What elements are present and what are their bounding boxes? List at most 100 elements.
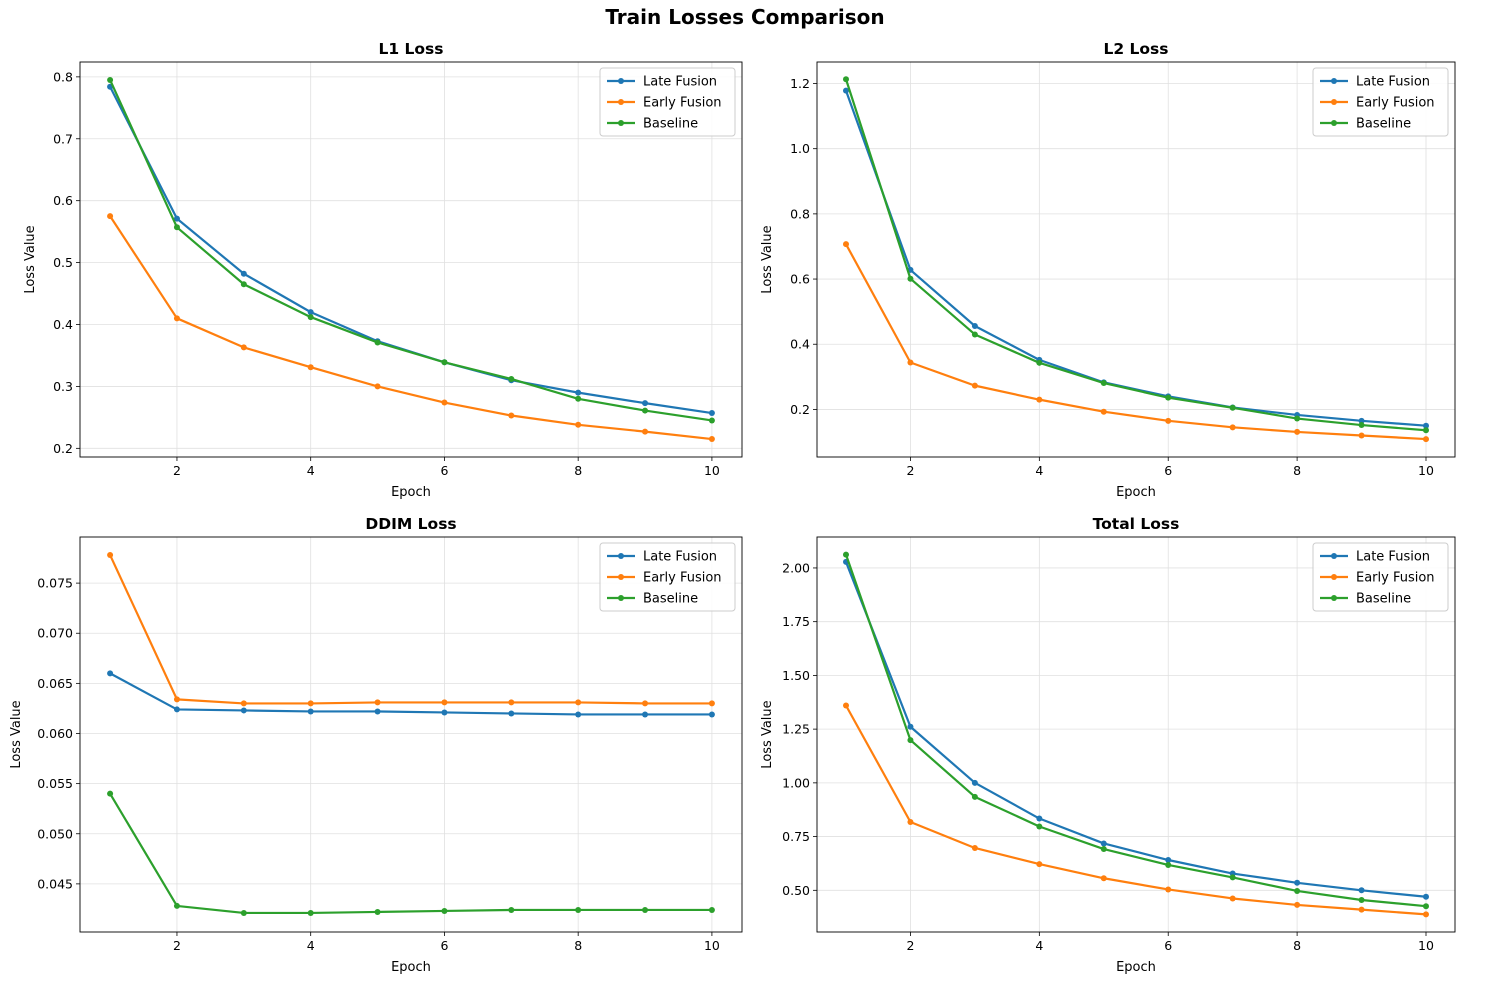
- chart-total-loss-ytick-label: 1.25: [782, 722, 810, 737]
- chart-l1-loss-series-baseline-point: [508, 375, 515, 382]
- chart-total-loss-series-baseline-point: [1100, 846, 1107, 853]
- chart-total-loss-series-late-fusion-point: [1358, 887, 1365, 894]
- chart-ddim-loss-series-early-fusion-point: [240, 700, 247, 707]
- chart-ddim-loss-series-early-fusion-point: [508, 699, 515, 706]
- chart-l2-loss-legend-box: [1312, 67, 1449, 137]
- chart-l1-loss-xtick-label: 8: [574, 463, 582, 478]
- chart-l1-loss-ytick-label: 0.3: [53, 379, 73, 394]
- chart-total-loss-series-baseline-point: [1036, 823, 1043, 830]
- chart-total-loss-legend-baseline-marker: [1331, 595, 1337, 601]
- chart-l2-loss-legend-early-fusion-label: Early Fusion: [1356, 96, 1435, 111]
- chart-l2-loss-ytick-label: 1.2: [790, 76, 810, 91]
- chart-l2-loss-legend-early-fusion-marker: [1331, 99, 1337, 105]
- chart-ddim-loss-series-early-fusion-point: [642, 700, 649, 707]
- chart-total-loss-series-baseline-point: [971, 793, 978, 800]
- chart-ddim-loss-series-late-fusion-point: [508, 710, 515, 717]
- chart-ddim-loss-series-late-fusion-point: [441, 709, 448, 716]
- chart-total-loss-ytick-label: 1.50: [782, 668, 810, 683]
- chart-ddim-loss-series-early-fusion-point: [374, 699, 381, 706]
- chart-l2-loss-series-baseline-point: [1423, 427, 1429, 434]
- chart-ddim-loss-legend-late-fusion-marker: [618, 553, 624, 559]
- chart-ddim-loss-series-baseline-point: [240, 909, 247, 916]
- chart-l2-loss-xtick-label: 4: [1035, 463, 1043, 478]
- chart-l1-loss-series-baseline-point: [575, 395, 582, 402]
- chart-l1-loss-legend-box: [599, 67, 736, 137]
- chart-total-loss-xtick-label: 10: [1418, 938, 1434, 953]
- chart-ddim-loss-series-baseline-point: [508, 906, 515, 913]
- chart-l1-loss-ytick-label: 0.5: [53, 255, 73, 270]
- chart-ddim-loss-ytick-label: 0.050: [37, 826, 73, 841]
- chart-l1-loss-ylabel: Loss Value: [23, 225, 38, 293]
- chart-l1-loss-series-late-fusion-point: [708, 410, 715, 417]
- chart-ddim-loss-series-late-fusion-point: [107, 670, 114, 677]
- chart-l2-loss-legend-baseline-label: Baseline: [1356, 117, 1411, 132]
- chart-ddim-loss-series-early-fusion-point: [107, 552, 114, 559]
- chart-ddim-loss-series-early-fusion-point: [441, 699, 448, 706]
- chart-total-loss-ytick-label: 0.50: [782, 883, 810, 898]
- chart-total-loss-series-early-fusion-point: [1036, 861, 1043, 868]
- chart-total-loss-title: Total Loss: [1093, 515, 1180, 533]
- chart-l1-loss-series-baseline-point: [173, 224, 180, 231]
- chart-l2-loss-series-baseline-point: [907, 275, 914, 282]
- chart-l2-loss-series-baseline-point: [843, 76, 849, 83]
- chart-total-loss-ytick-label: 2.00: [782, 560, 810, 575]
- chart-l2-loss: 2 4 6 8 10 0.2 0.4 0.6 0.8 1.0 1.2 L2 Loss Epoch Loss…: [760, 40, 1456, 500]
- chart-total-loss-series-baseline-point: [843, 551, 849, 558]
- chart-total-loss-series-early-fusion-point: [1423, 911, 1429, 918]
- chart-ddim-loss-series-late-fusion-point: [708, 711, 715, 718]
- chart-ddim-loss-legend-box: [599, 542, 736, 612]
- chart-total-loss-series-late-fusion-point: [1100, 840, 1107, 847]
- chart-ddim-loss-series-baseline-point: [441, 907, 448, 914]
- chart-l1-loss-series-early-fusion-point: [173, 315, 180, 322]
- chart-l2-loss-series-early-fusion-point: [1423, 436, 1429, 443]
- chart-l2-loss-series-early-fusion-point: [1036, 396, 1043, 403]
- chart-total-loss-series-early-fusion-point: [907, 818, 914, 825]
- chart-l2-loss-series-early-fusion-point: [1358, 432, 1365, 439]
- chart-l2-loss-ytick-label: 0.8: [790, 206, 810, 221]
- chart-l1-loss-legend-baseline-marker: [618, 120, 624, 126]
- chart-ddim-loss-frame: [79, 536, 743, 933]
- chart-l2-loss-xtick-label: 2: [906, 463, 914, 478]
- chart-total-loss-xtick-label: 2: [906, 938, 914, 953]
- chart-l2-loss-series-early-fusion-point: [1165, 417, 1172, 424]
- chart-ddim-loss-series-early-fusion-point: [173, 696, 180, 703]
- chart-l2-loss-ytick-label: 0.6: [790, 272, 810, 287]
- chart-l2-loss-xtick-label: 8: [1293, 463, 1301, 478]
- chart-total-loss-ytick-label: 0.75: [782, 829, 810, 844]
- chart-l1-loss-series-baseline-point: [441, 359, 448, 366]
- chart-total-loss-legend-baseline-label: Baseline: [1356, 592, 1411, 607]
- chart-total-loss-series-late-fusion-point: [1294, 879, 1301, 886]
- chart-ddim-loss-series-baseline-point: [708, 906, 715, 913]
- chart-ddim-loss-series-baseline-point: [307, 909, 314, 916]
- chart-l1-loss-ytick-label: 0.6: [53, 193, 73, 208]
- chart-l2-loss-series-early-fusion-line: [845, 243, 1427, 441]
- chart-l2-loss-xtick-label: 6: [1164, 463, 1172, 478]
- chart-l1-loss: 2 4 6 8 10 0.2 0.3 0.4 0.5 0.6 0.7 0.8 L1 Loss Epoch L…: [23, 40, 743, 500]
- chart-ddim-loss-legend-early-fusion-label: Early Fusion: [643, 571, 722, 586]
- chart-ddim-loss-series-late-fusion-point: [307, 708, 314, 715]
- chart-ddim-loss-series-late-fusion-point: [642, 711, 649, 718]
- chart-ddim-loss-series-late-fusion-line: [109, 672, 712, 716]
- chart-total-loss-series-early-fusion-point: [1100, 875, 1107, 882]
- chart-l2-loss-series-baseline-point: [1036, 359, 1043, 366]
- chart-ddim-loss-xtick-label: 8: [574, 938, 582, 953]
- chart-total-loss-series-late-fusion-line: [844, 561, 1427, 898]
- chart-ddim-loss-xlabel: Epoch: [391, 960, 431, 975]
- chart-l1-loss-ytick-label: 0.7: [53, 131, 73, 146]
- chart-total-loss-series-early-fusion-point: [1229, 895, 1236, 902]
- chart-total-loss: 2 4 6 8 10 0.50 0.75 1.00 1.25 1.50 1.75 2.00 Total …: [760, 515, 1456, 975]
- chart-ddim-loss-series-early-fusion-point: [575, 699, 582, 706]
- chart-total-loss-xtick-label: 8: [1293, 938, 1301, 953]
- chart-total-loss-series-early-fusion-point: [971, 844, 978, 851]
- chart-l2-loss-series-baseline-point: [1358, 422, 1365, 429]
- chart-total-loss-series-baseline-line: [844, 554, 1427, 908]
- chart-l1-loss-legend-early-fusion-marker: [618, 99, 624, 105]
- chart-l2-loss-series-late-fusion-point: [1358, 417, 1365, 424]
- chart-ddim-loss-legend-baseline-label: Baseline: [643, 592, 698, 607]
- chart-ddim-loss-series-late-fusion-point: [374, 708, 381, 715]
- chart-l2-loss-series-early-fusion-point: [1100, 408, 1107, 415]
- chart-l1-loss-series-baseline-line: [109, 79, 713, 422]
- chart-l2-loss-xlabel: Epoch: [1116, 485, 1156, 500]
- chart-l2-loss-legend-baseline-marker: [1331, 120, 1337, 126]
